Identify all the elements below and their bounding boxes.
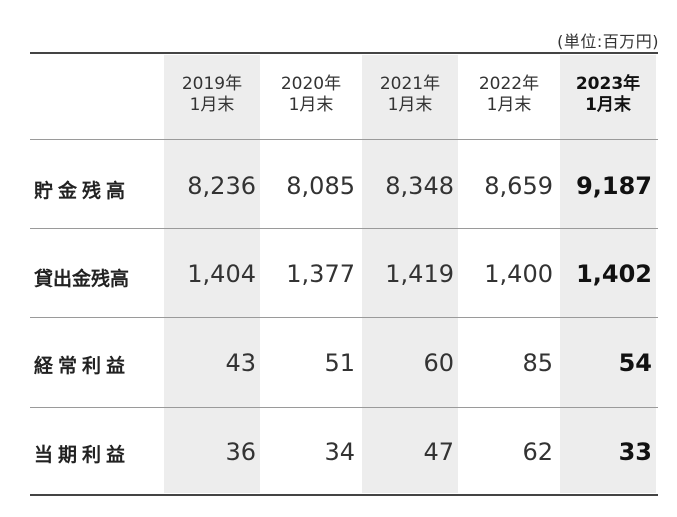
table-cell: 47 <box>423 438 454 466</box>
table-cell: 33 <box>618 438 652 466</box>
row-label-savings: 貯金残高 <box>34 180 131 202</box>
table-cell: 85 <box>522 349 553 377</box>
row-label-loans: 貸出金残高 <box>34 268 130 290</box>
table-cell: 62 <box>522 438 553 466</box>
table-cell: 8,348 <box>385 172 454 200</box>
table-cell: 60 <box>423 349 454 377</box>
row-divider <box>30 317 658 318</box>
column-header-year: 2021年 <box>379 74 441 94</box>
row-label-ordinary-profit: 経常利益 <box>34 355 131 377</box>
row-label-net-profit: 当期利益 <box>34 444 131 466</box>
table-cell: 51 <box>324 349 355 377</box>
table-cell: 34 <box>324 438 355 466</box>
row-divider <box>30 228 658 229</box>
column-header-sub: 1月末 <box>288 95 334 115</box>
table-bottom-rule <box>30 494 658 496</box>
table-cell: 1,404 <box>187 260 256 288</box>
table-cell: 54 <box>618 349 652 377</box>
column-header-sub: 1月末 <box>486 95 532 115</box>
column-header-2020: 2020年 1月末 <box>262 74 360 116</box>
column-header-year: 2020年 <box>280 74 342 94</box>
table-top-rule <box>30 52 658 54</box>
row-divider <box>30 407 658 408</box>
column-header-2021: 2021年 1月末 <box>361 74 459 116</box>
column-shade-2023 <box>560 55 656 493</box>
column-header-2022: 2022年 1月末 <box>460 74 558 116</box>
table-cell: 9,187 <box>576 172 652 200</box>
table-cell: 8,659 <box>484 172 553 200</box>
column-header-sub: 1月末 <box>189 95 235 115</box>
column-header-sub: 1月末 <box>585 95 631 115</box>
table-cell: 1,400 <box>484 260 553 288</box>
column-header-2023: 2023年 1月末 <box>559 74 657 116</box>
column-header-year: 2019年 <box>181 74 243 94</box>
column-shade-2021 <box>362 55 458 493</box>
column-header-year: 2023年 <box>575 74 641 94</box>
header-divider <box>30 139 658 140</box>
unit-note: (単位:百万円) <box>557 32 659 51</box>
table-cell: 1,419 <box>385 260 454 288</box>
table-cell: 1,377 <box>286 260 355 288</box>
table-cell: 36 <box>225 438 256 466</box>
column-header-2019: 2019年 1月末 <box>163 74 261 116</box>
table-cell: 1,402 <box>576 260 652 288</box>
column-header-year: 2022年 <box>478 74 540 94</box>
table-cell: 43 <box>225 349 256 377</box>
column-shade-2019 <box>164 55 260 493</box>
table-cell: 8,236 <box>187 172 256 200</box>
financial-summary-table: 2019年 1月末 2020年 1月末 2021年 1月末 2022年 1月末 … <box>30 52 658 496</box>
column-header-sub: 1月末 <box>387 95 433 115</box>
table-cell: 8,085 <box>286 172 355 200</box>
